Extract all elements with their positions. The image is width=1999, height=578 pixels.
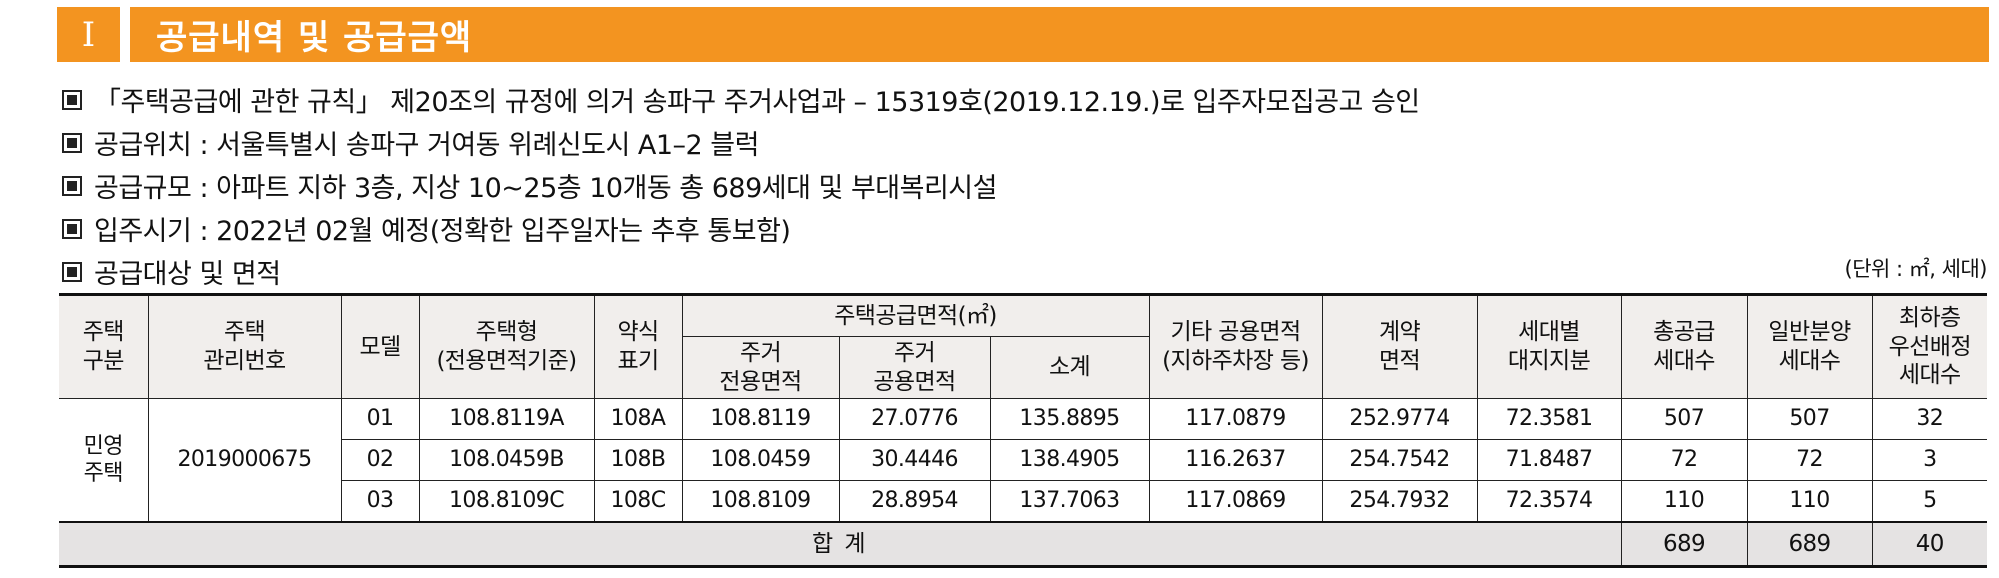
cell-common: 28.8954 <box>838 480 991 523</box>
totals-lowest: 40 <box>1871 521 1988 568</box>
cell-mgmt-no: 2019000675 <box>147 398 342 523</box>
cell-lowest: 32 <box>1871 398 1988 440</box>
cell-other-common: 117.0869 <box>1148 480 1323 523</box>
header-common: 주거 공용면적 <box>838 336 991 399</box>
cell-model: 03 <box>340 480 420 523</box>
header-supply-area: 주택공급면적(㎡) <box>681 293 1150 337</box>
totals-label: 합 계 <box>59 521 1622 568</box>
cell-general: 110 <box>1746 480 1873 523</box>
header-general-units: 일반분양 세대수 <box>1746 293 1873 399</box>
header-other-common: 기타 공용면적 (지하주차장 등) <box>1148 293 1323 399</box>
cell-other-common: 116.2637 <box>1148 439 1323 481</box>
header-type: 주택 구분 <box>59 293 149 399</box>
totals-general: 689 <box>1746 521 1873 568</box>
square-bullet-icon <box>62 89 82 110</box>
cell-exclusive: 108.0459 <box>681 439 840 481</box>
cell-contract: 254.7932 <box>1321 480 1478 523</box>
cell-common: 30.4446 <box>838 439 991 481</box>
unit-note: (단위 : ㎡, 세대) <box>1844 257 1988 281</box>
bullet-list: 「주택공급에 관한 규칙」 제20조의 규정에 의거 송파구 주거사업과 – 1… <box>62 78 1989 293</box>
cell-abbr: 108C <box>593 480 683 523</box>
cell-type: 민영 주택 <box>59 398 149 523</box>
header-abbr: 약식 표기 <box>593 293 683 399</box>
header-land: 세대별 대지지분 <box>1476 293 1622 399</box>
header-lowest-floor: 최하층 우선배정 세대수 <box>1871 293 1988 399</box>
bullet-item: 입주시기 : 2022년 02월 예정(정확한 입주일자는 추후 통보함) <box>62 207 1989 250</box>
header-exclusive: 주거 전용면적 <box>681 336 840 399</box>
cell-other-common: 117.0879 <box>1148 398 1323 440</box>
cell-common: 27.0776 <box>838 398 991 440</box>
bullet-item: 「주택공급에 관한 규칙」 제20조의 규정에 의거 송파구 주거사업과 – 1… <box>62 78 1989 121</box>
cell-contract: 252.9774 <box>1321 398 1478 440</box>
cell-total: 507 <box>1620 398 1748 440</box>
bullet-text: 「주택공급에 관한 규칙」 제20조의 규정에 의거 송파구 주거사업과 – 1… <box>94 87 1420 118</box>
cell-contract: 254.7542 <box>1321 439 1478 481</box>
header-model: 모델 <box>340 293 420 399</box>
cell-abbr: 108A <box>593 398 683 440</box>
bullet-text: 입주시기 : 2022년 02월 예정(정확한 입주일자는 추후 통보함) <box>94 216 791 247</box>
cell-subtotal: 135.8895 <box>989 398 1150 440</box>
cell-total: 110 <box>1620 480 1748 523</box>
cell-lowest: 3 <box>1871 439 1988 481</box>
cell-general: 72 <box>1746 439 1873 481</box>
cell-house-type: 108.0459B <box>418 439 595 481</box>
square-bullet-icon <box>62 175 82 196</box>
bullet-item: 공급위치 : 서울특별시 송파구 거여동 위례신도시 A1–2 블럭 <box>62 121 1989 164</box>
cell-subtotal: 137.7063 <box>989 480 1150 523</box>
cell-house-type: 108.8119A <box>418 398 595 440</box>
header-total-units: 총공급 세대수 <box>1620 293 1748 399</box>
cell-abbr: 108B <box>593 439 683 481</box>
bullet-item: 공급대상 및 면적 <box>62 250 1989 293</box>
cell-exclusive: 108.8119 <box>681 398 840 440</box>
cell-exclusive: 108.8109 <box>681 480 840 523</box>
section-header: I 공급내역 및 공급금액 <box>57 7 1989 62</box>
section-number: I <box>57 7 120 62</box>
header-mgmt-no: 주택 관리번호 <box>147 293 342 399</box>
cell-house-type: 108.8109C <box>418 480 595 523</box>
bullet-text: 공급규모 : 아파트 지하 3층, 지상 10~25층 10개동 총 689세대… <box>94 173 998 204</box>
cell-general: 507 <box>1746 398 1873 440</box>
bullet-text: 공급대상 및 면적 <box>94 259 281 290</box>
square-bullet-icon <box>62 132 82 153</box>
table-row: 02 108.0459B 108B 108.0459 30.4446 138.4… <box>59 439 1988 481</box>
cell-total: 72 <box>1620 439 1748 481</box>
totals-row: 합 계 689 689 40 <box>59 521 1988 568</box>
cell-model: 01 <box>340 398 420 440</box>
totals-total: 689 <box>1620 521 1748 568</box>
table-row: 03 108.8109C 108C 108.8109 28.8954 137.7… <box>59 480 1988 523</box>
section-title: 공급내역 및 공급금액 <box>130 7 1989 62</box>
cell-land: 71.8487 <box>1476 439 1622 481</box>
cell-land: 72.3581 <box>1476 398 1622 440</box>
table-row: 민영 주택 2019000675 01 108.8119A 108A 108.8… <box>59 398 1988 523</box>
bullet-text: 공급위치 : 서울특별시 송파구 거여동 위례신도시 A1–2 블럭 <box>94 130 759 161</box>
cell-land: 72.3574 <box>1476 480 1622 523</box>
bullet-item: 공급규모 : 아파트 지하 3층, 지상 10~25층 10개동 총 689세대… <box>62 164 1989 207</box>
cell-subtotal: 138.4905 <box>989 439 1150 481</box>
square-bullet-icon <box>62 261 82 282</box>
header-subtotal: 소계 <box>989 336 1150 399</box>
cell-model: 02 <box>340 439 420 481</box>
header-contract: 계약 면적 <box>1321 293 1478 399</box>
header-house-type: 주택형 (전용면적기준) <box>418 293 595 399</box>
supply-table: 주택 구분 주택 관리번호 모델 주택형 (전용면적기준) 약식 표기 주택공급… <box>59 293 1988 568</box>
square-bullet-icon <box>62 218 82 239</box>
cell-lowest: 5 <box>1871 480 1988 523</box>
